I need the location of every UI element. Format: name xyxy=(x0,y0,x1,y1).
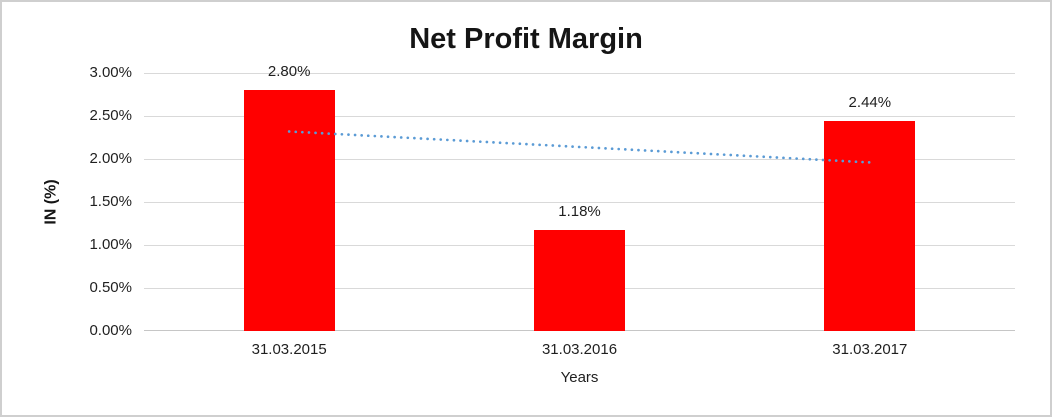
x-tick-label: 31.03.2016 xyxy=(541,341,618,358)
x-axis-title: Years xyxy=(560,369,599,386)
trendline xyxy=(287,130,872,164)
bar-31.03.2016 xyxy=(534,229,625,331)
y-tick-label: 2.50% xyxy=(89,107,132,124)
x-tick-label: 31.03.2015 xyxy=(251,341,327,358)
y-tick-label: 0.00% xyxy=(89,322,132,339)
gridline xyxy=(144,202,1015,203)
gridline xyxy=(144,73,1015,74)
y-tick-label: 2.00% xyxy=(89,150,132,167)
data-label: 2.44% xyxy=(848,94,892,112)
plot-area: 2.80% 1.18% 2.44% xyxy=(144,63,1015,331)
x-tick-label: 31.03.2017 xyxy=(832,341,908,358)
y-tick-label: 3.00% xyxy=(89,64,132,81)
data-label: 1.18% xyxy=(558,202,601,220)
data-label: 2.80% xyxy=(267,63,311,81)
y-tick-label: 1.00% xyxy=(89,236,132,253)
bar-31.03.2017 xyxy=(824,121,916,331)
gridline xyxy=(144,116,1015,117)
y-tick-label: 1.50% xyxy=(89,193,132,210)
y-tick-label: 0.50% xyxy=(89,279,132,296)
chart-title: Net Profit Margin xyxy=(409,23,643,55)
trendline-path xyxy=(287,130,872,164)
gridline xyxy=(144,159,1015,160)
